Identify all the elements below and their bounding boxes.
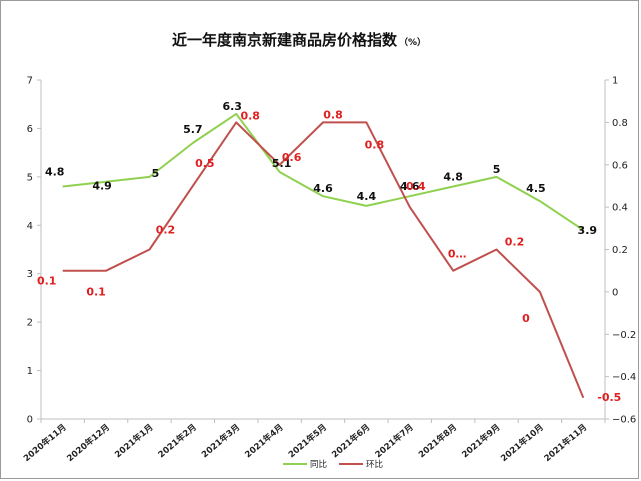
x-tick-label: 2021年2月: [156, 422, 199, 460]
y-right-tick-label: −0.2: [612, 330, 636, 341]
chart-title-unit: （%）: [399, 37, 426, 48]
x-tick-label: 2021年4月: [243, 422, 286, 460]
series-lines: [62, 112, 585, 399]
data-label-yoy: 5.7: [183, 123, 203, 136]
chart-title-main: 近一年度南京新建商品房价格指数: [172, 31, 398, 49]
data-label-mom: 0: [522, 312, 530, 325]
data-label-mom: 0.1: [86, 286, 106, 299]
y-right-tick-label: 1: [612, 76, 618, 87]
data-label-mom: 0…: [448, 248, 467, 261]
legend: 同比 环比: [283, 459, 383, 470]
data-label-yoy: 4.6: [313, 182, 333, 195]
data-label-yoy: 4.4: [357, 190, 377, 203]
data-label-yoy: 5: [152, 167, 160, 180]
data-label-mom: 0.6: [282, 151, 302, 164]
x-tick-label: 2021年7月: [373, 422, 416, 460]
data-label-mom: 0.1: [37, 275, 57, 288]
data-label-yoy: 4.5: [526, 182, 546, 195]
y-left-tick-label: 1: [27, 366, 33, 377]
legend-label-mom: 环比: [366, 459, 383, 470]
x-tick-label: 2021年8月: [416, 422, 459, 460]
y-left-tick-label: 2: [27, 318, 33, 329]
data-label-mom: 0.4: [406, 180, 426, 193]
y-left-tick-label: 6: [27, 124, 33, 135]
data-label-yoy: 5.1: [272, 157, 292, 170]
y-right-tick-label: 0.6: [612, 160, 628, 171]
data-label-mom: 0.8: [365, 138, 385, 151]
y-left-tick-label: 7: [27, 76, 33, 87]
x-tick-label: 2020年12月: [65, 422, 112, 464]
data-label-mom: 0.2: [156, 224, 176, 237]
x-tick-label: 2021年11月: [542, 422, 589, 464]
series-line-mom: [62, 121, 585, 399]
data-label-yoy: 5: [493, 163, 501, 176]
y-right-tick-label: −0.6: [612, 415, 636, 426]
x-tick-label: 2020年11月: [21, 422, 68, 464]
x-tick-label: 2021年9月: [460, 422, 503, 460]
y-right-tick-label: −0.4: [612, 372, 636, 383]
x-tick-label: 2021年1月: [113, 422, 156, 460]
data-label-mom: -0.5: [597, 391, 621, 404]
data-label-mom: 0.8: [323, 108, 343, 121]
y-right-tick-label: 0: [612, 287, 618, 298]
x-tick-label: 2021年10月: [499, 422, 546, 464]
series-line-yoy: [62, 112, 584, 231]
x-tick-label: 2021年5月: [286, 422, 329, 460]
y-left-tick-label: 3: [27, 269, 33, 280]
y-right-tick-label: 0.4: [612, 203, 628, 214]
x-tick-label: 2021年3月: [199, 422, 242, 460]
data-label-mom: 0.2: [505, 236, 525, 249]
data-label-yoy: 4.8: [45, 166, 65, 179]
data-label-mom: 0.5: [195, 157, 215, 170]
data-label-yoy: 4.9: [92, 180, 112, 193]
y-right-tick-label: 0.8: [612, 118, 628, 129]
data-label-mom: 0.8: [240, 109, 260, 122]
data-label-yoy: 6.3: [222, 100, 242, 113]
data-label-yoy: 4.6: [400, 180, 420, 193]
y-left-tick-label: 0: [27, 415, 33, 426]
axes: 0 1 2 3 4 5 6 7 −0.6 −0.4 −0.2 0 0.2 0.4 0.6 0.8 1 2020年1…: [21, 76, 636, 465]
x-tick-label: 2021年6月: [330, 422, 373, 460]
data-label-yoy: 3.9: [578, 224, 598, 237]
data-labels: 4.8 4.9 5 5.7 6.3 5.1 4.6 4.4 4.6 4.8 5 4.5 3.9 0.1 0.…: [37, 100, 621, 404]
y-left-tick-label: 4: [27, 221, 33, 232]
y-left-tick-label: 5: [27, 172, 33, 183]
data-label-yoy: 4.8: [443, 171, 463, 184]
y-right-tick-label: 0.2: [612, 245, 628, 256]
legend-label-yoy: 同比: [310, 459, 327, 470]
chart-title: 近一年度南京新建商品房价格指数 （%）: [172, 31, 426, 49]
